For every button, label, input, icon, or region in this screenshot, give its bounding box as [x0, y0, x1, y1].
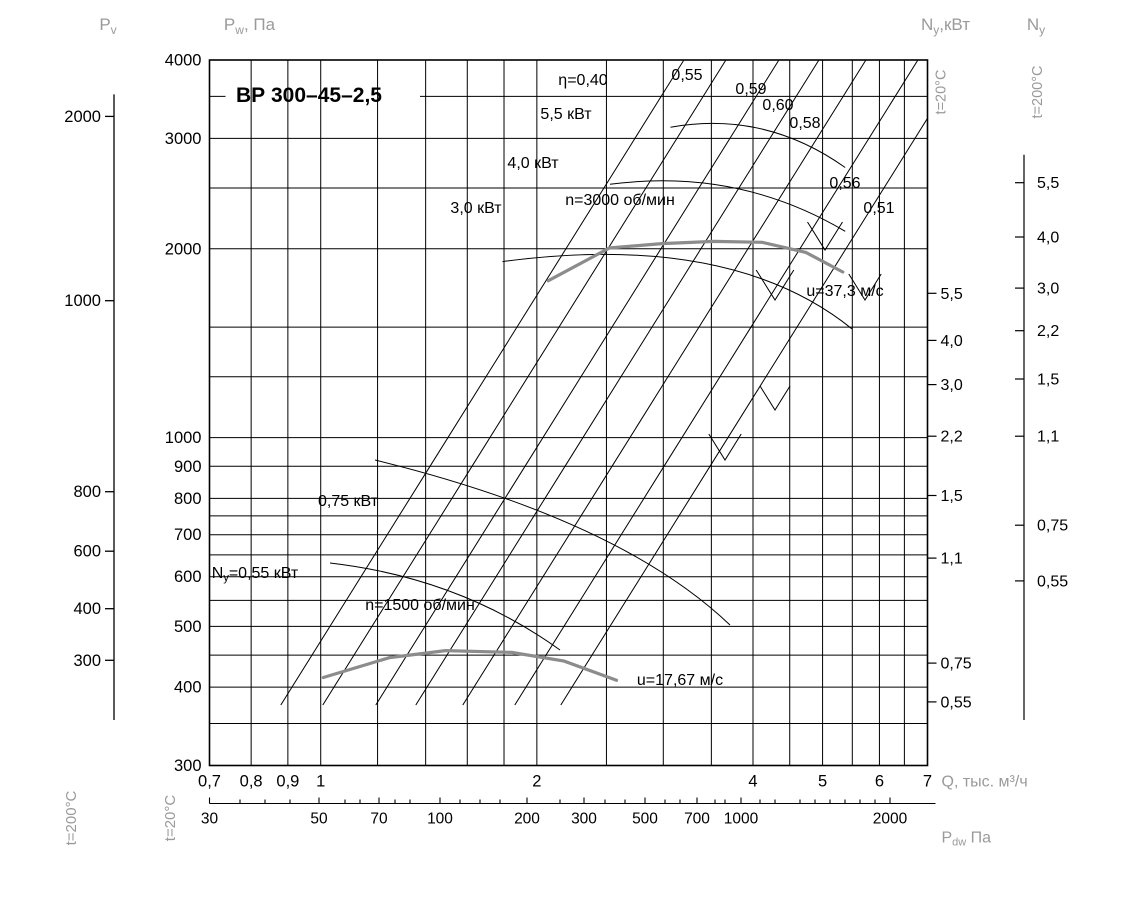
svg-text:5,5 кВт: 5,5 кВт	[540, 106, 592, 123]
svg-text:500: 500	[174, 618, 202, 636]
svg-text:70: 70	[370, 811, 388, 828]
svg-text:3000: 3000	[165, 130, 202, 148]
svg-text:4,0 кВт: 4,0 кВт	[507, 155, 559, 172]
svg-text:t=200°C: t=200°C	[63, 790, 80, 845]
svg-text:1,5: 1,5	[941, 488, 963, 505]
svg-text:300: 300	[174, 757, 202, 775]
svg-text:0,75: 0,75	[1037, 518, 1068, 535]
svg-text:1: 1	[316, 773, 325, 791]
svg-text:0,8: 0,8	[240, 773, 263, 791]
svg-text:0,55: 0,55	[1037, 573, 1068, 590]
svg-text:1000: 1000	[724, 811, 759, 828]
svg-text:0,56: 0,56	[829, 175, 860, 192]
svg-text:u=17,67 м/с: u=17,67 м/с	[637, 672, 723, 689]
svg-text:700: 700	[684, 811, 710, 828]
svg-text:t=20°C: t=20°C	[934, 70, 950, 115]
svg-text:5: 5	[818, 773, 827, 791]
svg-text:Ny,кВт: Ny,кВт	[921, 15, 970, 37]
svg-text:0,75: 0,75	[941, 656, 972, 673]
svg-text:300: 300	[571, 811, 597, 828]
svg-text:200: 200	[514, 811, 540, 828]
svg-text:900: 900	[174, 458, 202, 476]
svg-text:300: 300	[73, 652, 101, 670]
svg-text:2,2: 2,2	[941, 429, 963, 446]
svg-text:1,1: 1,1	[1037, 429, 1059, 446]
svg-text:100: 100	[427, 811, 453, 828]
svg-text:0,58: 0,58	[789, 115, 820, 132]
svg-text:400: 400	[73, 600, 101, 618]
svg-text:700: 700	[174, 526, 202, 544]
svg-text:30: 30	[201, 811, 219, 828]
svg-text:0,9: 0,9	[276, 773, 299, 791]
svg-text:4000: 4000	[165, 52, 202, 70]
svg-text:Q, тыс. м³/ч: Q, тыс. м³/ч	[942, 774, 1028, 791]
svg-text:0,75 кВт: 0,75 кВт	[318, 493, 379, 510]
svg-text:4,0: 4,0	[941, 333, 963, 350]
svg-text:500: 500	[632, 811, 658, 828]
svg-text:800: 800	[73, 483, 101, 501]
svg-text:η=0,40: η=0,40	[558, 72, 607, 89]
svg-text:2000: 2000	[64, 108, 101, 126]
svg-text:600: 600	[174, 568, 202, 586]
svg-text:n=1500 об/мин: n=1500 об/мин	[365, 597, 475, 614]
svg-text:ВР 300–45–2,5: ВР 300–45–2,5	[236, 84, 382, 107]
svg-text:t=200°C: t=200°C	[1030, 66, 1046, 119]
svg-text:50: 50	[310, 811, 328, 828]
svg-text:t=20°C: t=20°C	[162, 795, 179, 842]
svg-text:7: 7	[923, 773, 932, 791]
svg-text:2000: 2000	[165, 240, 202, 258]
svg-text:0,60: 0,60	[762, 97, 793, 114]
svg-text:400: 400	[174, 679, 202, 697]
svg-text:5,5: 5,5	[941, 286, 963, 303]
svg-text:600: 600	[73, 543, 101, 561]
svg-text:0,55: 0,55	[671, 67, 702, 84]
svg-text:3,0: 3,0	[1037, 281, 1059, 298]
svg-text:u=37,3 м/с: u=37,3 м/с	[806, 283, 883, 300]
svg-text:6: 6	[875, 773, 884, 791]
svg-text:Pw, Па: Pw, Па	[224, 15, 276, 37]
svg-text:3,0 кВт: 3,0 кВт	[450, 200, 502, 217]
svg-text:3,0: 3,0	[941, 377, 963, 394]
svg-text:800: 800	[174, 490, 202, 508]
svg-text:0,59: 0,59	[735, 81, 766, 98]
svg-text:0,51: 0,51	[863, 200, 894, 217]
svg-text:2000: 2000	[873, 811, 908, 828]
svg-text:0,7: 0,7	[198, 773, 221, 791]
svg-text:1,1: 1,1	[941, 551, 963, 568]
svg-text:1,5: 1,5	[1037, 372, 1059, 389]
svg-text:Pdw Па: Pdw Па	[942, 830, 992, 849]
svg-text:4,0: 4,0	[1037, 230, 1059, 247]
svg-text:1000: 1000	[165, 429, 202, 447]
svg-text:0,55: 0,55	[941, 694, 972, 711]
svg-text:2,2: 2,2	[1037, 323, 1059, 340]
svg-text:4: 4	[748, 773, 757, 791]
svg-text:n=3000 об/мин: n=3000 об/мин	[565, 192, 675, 209]
svg-text:1000: 1000	[64, 292, 101, 310]
svg-text:2: 2	[532, 773, 541, 791]
svg-text:5,5: 5,5	[1037, 175, 1059, 192]
